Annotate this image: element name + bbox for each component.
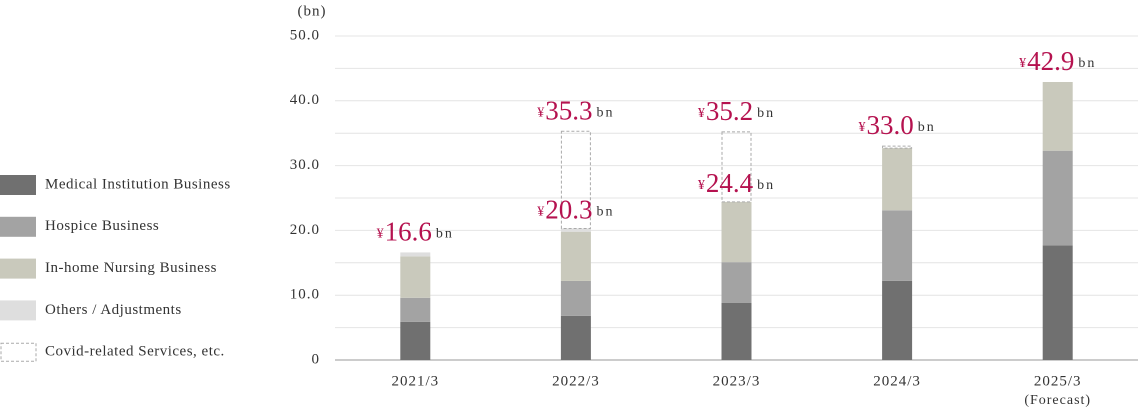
currency: ¥ [698,106,706,121]
bar-segment [882,280,913,360]
y-tick-label: 20.0 [290,222,320,238]
covid-segment [882,145,913,149]
y-tick-label: 10.0 [290,287,320,303]
y-tick-label: 30.0 [290,157,320,173]
y-tick-label: 50.0 [290,27,320,43]
total-label: ¥16.6 bn [377,217,454,247]
bar-segment [560,231,591,281]
legend-swatch [0,342,37,362]
unit: bn [597,205,615,220]
subtotal-label: ¥20.3 bn [537,195,614,225]
legend-label: Covid-related Services, etc. [45,344,225,360]
bar-segment [560,228,591,232]
y-tick-label: 0 [312,351,321,367]
x-tick-label: 2024/3 [873,373,921,389]
legend-label: In-home Nursing Business [45,260,217,276]
amount: 33.0 [866,110,913,140]
covid-segment [721,131,752,203]
amount: 20.3 [545,195,592,225]
bar-segment [400,252,431,257]
unit: bn [918,120,936,135]
bar-segment [882,210,913,281]
bar-segment [1042,82,1073,151]
currency: ¥ [377,227,385,242]
unit: bn [757,178,775,193]
y-axis-label: (bn) [298,3,327,19]
legend-label: Hospice Business [45,218,159,234]
currency: ¥ [858,120,866,135]
x-tick-note: (Forecast) [1024,393,1091,408]
legend-label: Medical Institution Business [45,176,231,192]
unit: bn [1078,56,1096,71]
x-tick-label: 2022/3 [552,373,600,389]
bar-segment [400,297,431,322]
covid-segment [560,130,591,229]
y-tick-label: 40.0 [290,92,320,108]
currency: ¥ [537,105,545,120]
unit: bn [436,227,454,242]
amount: 35.2 [706,96,753,126]
bar-segment [882,148,913,211]
x-tick-label: 2025/3 [1034,373,1082,389]
bar-segment [400,256,431,298]
unit: bn [597,105,615,120]
amount: 42.9 [1027,46,1074,76]
unit: bn [757,106,775,121]
bar-segment [1042,150,1073,246]
legend-swatch [0,258,36,279]
total-label: ¥33.0 bn [858,110,935,140]
x-tick-label: 2021/3 [391,373,439,389]
currency: ¥ [537,205,545,220]
legend-swatch [0,216,36,237]
amount: 24.4 [706,168,754,198]
subtotal-label: ¥24.4 bn [698,168,775,198]
bar-segment [400,321,431,360]
currency: ¥ [698,178,706,193]
bar-segment [721,201,752,263]
legend-label: Others / Adjustments [45,302,182,318]
currency: ¥ [1019,56,1027,71]
bar-segment [1042,245,1073,360]
legend-swatch [0,175,36,195]
total-label: ¥35.3 bn [537,95,614,125]
amount: 35.3 [545,95,592,125]
x-tick-label: 2023/3 [713,373,761,389]
total-label: ¥42.9 bn [1019,46,1096,76]
amount: 16.6 [385,217,432,247]
total-label: ¥35.2 bn [698,96,775,126]
legend-swatch [0,300,36,321]
bar-segment [560,280,591,316]
bar-segment [721,302,752,360]
bar-segment [560,315,591,360]
bar-segment [721,262,752,303]
